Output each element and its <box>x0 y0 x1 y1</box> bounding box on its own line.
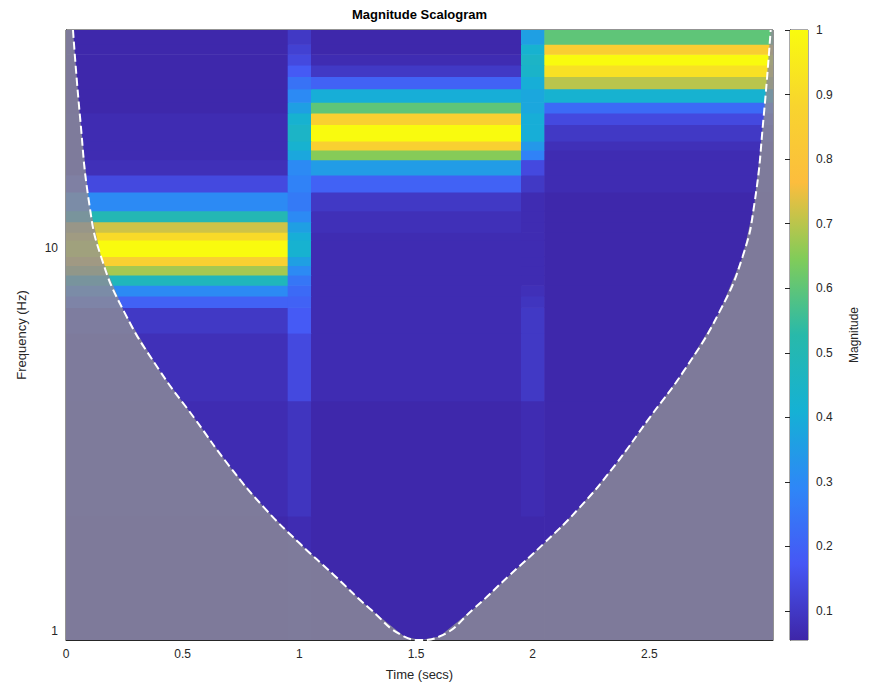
svg-text:2.5: 2.5 <box>641 647 658 661</box>
svg-text:10: 10 <box>45 241 59 255</box>
svg-text:0.2: 0.2 <box>816 539 833 553</box>
svg-text:Magnitude: Magnitude <box>847 307 861 363</box>
svg-text:Frequency (Hz): Frequency (Hz) <box>14 290 29 380</box>
svg-text:0.5: 0.5 <box>816 346 833 360</box>
svg-text:0.5: 0.5 <box>174 647 191 661</box>
svg-text:2: 2 <box>529 647 536 661</box>
svg-text:1: 1 <box>296 647 303 661</box>
svg-text:0.3: 0.3 <box>816 475 833 489</box>
svg-text:0.6: 0.6 <box>816 281 833 295</box>
svg-text:0.7: 0.7 <box>816 217 833 231</box>
svg-text:0.9: 0.9 <box>816 88 833 102</box>
svg-text:0: 0 <box>63 647 70 661</box>
svg-text:1: 1 <box>51 624 58 638</box>
svg-text:1.5: 1.5 <box>408 647 425 661</box>
svg-text:0.1: 0.1 <box>816 604 833 618</box>
svg-text:0.8: 0.8 <box>816 152 833 166</box>
svg-text:1: 1 <box>816 23 823 37</box>
svg-text:Magnitude Scalogram: Magnitude Scalogram <box>352 7 487 22</box>
svg-text:Time (secs): Time (secs) <box>386 667 453 682</box>
svg-text:0.4: 0.4 <box>816 410 833 424</box>
